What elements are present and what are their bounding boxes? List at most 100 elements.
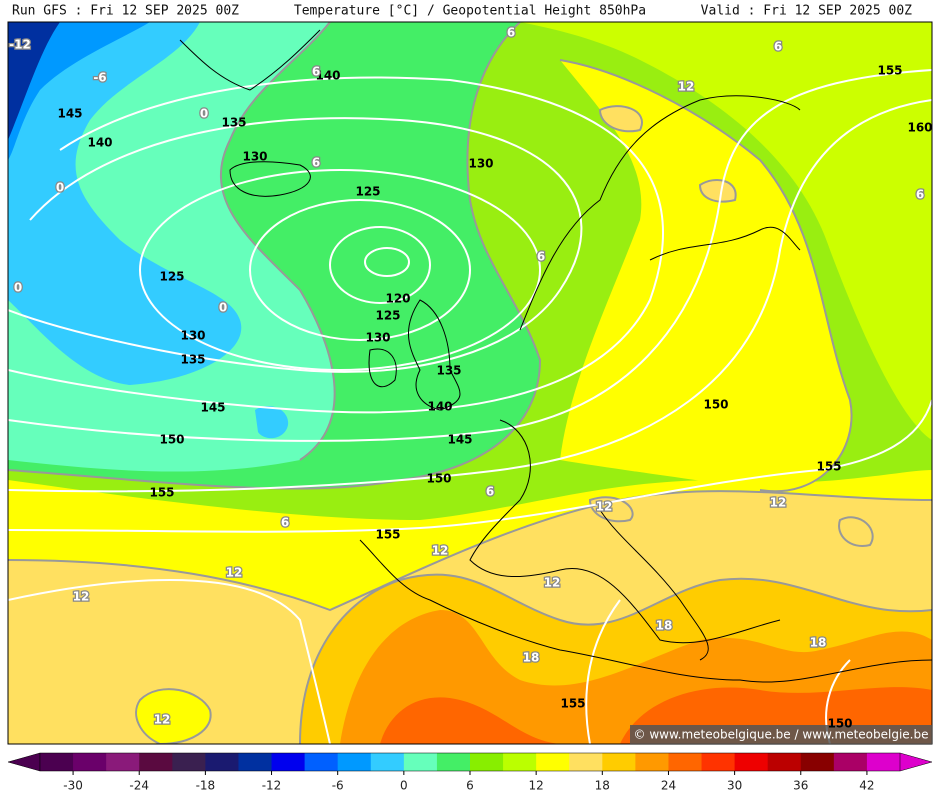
temperature-label: 12 xyxy=(226,566,243,580)
map-field xyxy=(8,22,932,744)
isobar-label: 130 xyxy=(180,329,205,343)
isobar-label: 130 xyxy=(242,150,267,164)
isobar-label: 160 xyxy=(907,121,932,135)
field-9-12 xyxy=(520,22,932,440)
temperature-label: 0 xyxy=(219,301,227,315)
warm-spots xyxy=(588,105,874,547)
isobar-label: 145 xyxy=(447,433,472,447)
colorbar-swatch xyxy=(73,753,107,771)
isobar-label: 125 xyxy=(355,185,380,199)
colorbar-swatch xyxy=(602,753,636,771)
colorbar-swatch xyxy=(569,753,603,771)
colorbar-tick-label: 24 xyxy=(661,779,676,793)
map-title: Temperature [°C] / Geopotential Height 8… xyxy=(294,4,646,19)
run-info: Run GFS : Fri 12 SEP 2025 00Z xyxy=(12,4,239,19)
temperature-label: -6 xyxy=(93,71,106,85)
isobar-label: 125 xyxy=(375,309,400,323)
colorbar-swatch xyxy=(833,753,868,771)
colorbar-swatch xyxy=(337,753,372,771)
temperature-label: 6 xyxy=(507,26,515,40)
temperature-label: 12 xyxy=(678,80,695,94)
temperature-label: 18 xyxy=(656,619,673,633)
temperature-label: 0 xyxy=(14,281,22,295)
field-minus6-minus3 xyxy=(8,22,150,160)
colorbar-tick-label: 18 xyxy=(595,779,610,793)
isobar-label: 125 xyxy=(159,270,184,284)
colorbar-swatch xyxy=(536,753,570,771)
temperature-label: 6 xyxy=(486,485,494,499)
coastlines xyxy=(179,29,932,683)
isobars xyxy=(8,69,932,744)
colorbar-swatch xyxy=(734,753,769,771)
field-minus12 xyxy=(8,22,60,140)
colorbar-swatch xyxy=(701,753,736,771)
isobar-label: 130 xyxy=(365,331,390,345)
colorbar-swatch xyxy=(436,753,471,771)
colorbar-swatch xyxy=(271,753,306,771)
credit-box xyxy=(630,725,932,744)
colorbar-tick-label: 30 xyxy=(727,779,742,793)
colorbar-swatch xyxy=(403,753,438,771)
colorbar-tick-label: 42 xyxy=(859,779,874,793)
temperature-label: 12 xyxy=(596,500,613,514)
valid-info: Valid : Fri 12 SEP 2025 00Z xyxy=(701,4,912,19)
isobar-label: 155 xyxy=(375,528,400,542)
isobar-label: 130 xyxy=(468,157,493,171)
colorbar-tick-label: -6 xyxy=(332,779,344,793)
colorbar-swatch xyxy=(668,753,703,771)
isobar-label: 150 xyxy=(159,433,184,447)
temperature-label: 12 xyxy=(432,544,449,558)
isobar-label: 150 xyxy=(703,398,728,412)
colorbar-swatch xyxy=(503,753,537,771)
colorbar-tick-label: 6 xyxy=(466,779,474,793)
isobar-label: 150 xyxy=(827,717,852,731)
colorbar-tick-label: -18 xyxy=(196,779,216,793)
temperature-label: 12 xyxy=(544,576,561,590)
temperature-label: 6 xyxy=(774,40,782,54)
colorbar-swatch xyxy=(139,753,173,771)
temperature-label: 18 xyxy=(810,636,827,650)
colorbar-tick-label: 36 xyxy=(793,779,808,793)
cold-spots xyxy=(118,343,289,439)
colorbar-swatch xyxy=(304,753,339,771)
isobar-label: 155 xyxy=(877,64,902,78)
temperature-label: -12 xyxy=(9,38,31,52)
temperature-label: 6 xyxy=(312,65,320,79)
colorbar-swatch xyxy=(238,753,273,771)
colorbar-swatch xyxy=(767,753,802,771)
isobar-label: 155 xyxy=(560,697,585,711)
colorbar-swatch xyxy=(106,753,140,771)
map-frame xyxy=(7,21,933,745)
temperature-label: 12 xyxy=(154,713,171,727)
colorbar-swatch xyxy=(470,753,504,771)
isobar-label: 140 xyxy=(427,400,452,414)
colorbar: -30 -24 -18 -12 -6 0 6 12 18 24 30 36 42 xyxy=(7,752,933,793)
temperature-label: 6 xyxy=(537,250,545,264)
temperature-label: 12 xyxy=(770,496,787,510)
colorbar-tick-label: -24 xyxy=(129,779,149,793)
isobar-label: 140 xyxy=(315,69,340,83)
isobar-label: 145 xyxy=(57,107,82,121)
field-12-15 xyxy=(560,60,852,492)
temperature-label: 6 xyxy=(312,156,320,170)
isobar-label: 140 xyxy=(87,136,112,150)
credit: © www.meteobelgique.be / www.meteobelgie… xyxy=(634,728,929,742)
colorbar-swatch xyxy=(205,753,239,771)
warm-spot-sw xyxy=(135,688,212,744)
temperature-label: 18 xyxy=(523,651,540,665)
colorbar-swatch xyxy=(800,753,835,771)
isobar-label: 150 xyxy=(426,472,451,486)
colorbar-swatch xyxy=(40,753,74,771)
isobar-label: 120 xyxy=(385,292,410,306)
temperature-label: 6 xyxy=(281,516,289,530)
colorbar-tick-label: -30 xyxy=(63,779,83,793)
field-minus3-0 xyxy=(8,22,242,385)
temperature-contours xyxy=(8,22,932,744)
temperature-label: 0 xyxy=(200,107,208,121)
colorbar-swatch xyxy=(866,753,901,771)
temperature-label: 0 xyxy=(56,181,64,195)
temperature-label: 12 xyxy=(73,590,90,604)
isobar-label: 135 xyxy=(221,116,246,130)
